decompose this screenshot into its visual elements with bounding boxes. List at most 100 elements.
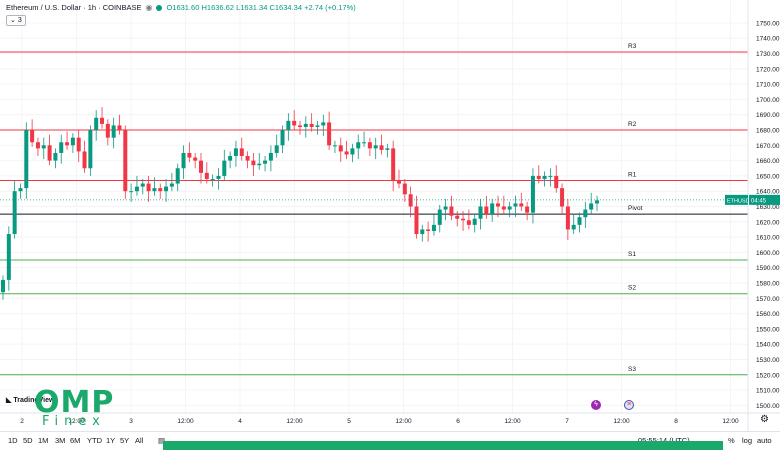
candle-body: [123, 130, 128, 192]
candle-body: [134, 186, 139, 192]
candle-body: [443, 206, 448, 210]
y-tick-label: 1570.00: [756, 296, 780, 303]
y-tick-label: 1660.00: [756, 158, 780, 165]
y-tick-label: 1740.00: [756, 36, 780, 43]
price-tag-text: 04:45: [751, 198, 767, 204]
candle-body: [391, 148, 396, 181]
promo-bar: [163, 441, 723, 450]
candle-body: [199, 160, 203, 173]
timeframe-3m[interactable]: 3M: [55, 436, 66, 445]
gear-icon[interactable]: ⚙: [760, 414, 769, 425]
timeframe-all[interactable]: All: [135, 436, 144, 445]
price-tag: [749, 194, 780, 205]
candle-body: [30, 130, 35, 143]
candle-body: [571, 224, 576, 230]
timeframe-1m[interactable]: 1M: [38, 436, 49, 445]
candle-body: [105, 123, 110, 138]
candle-body: [6, 234, 11, 280]
candle-body: [257, 163, 262, 166]
candle-body: [94, 117, 99, 131]
candle-body: [589, 203, 594, 210]
y-tick-label: 1620.00: [756, 219, 780, 226]
timeframe-1d[interactable]: 1D: [8, 436, 18, 445]
log-toggle[interactable]: log: [742, 436, 753, 445]
candle-body: [595, 200, 599, 204]
candle-body: [455, 215, 460, 219]
timeframe-6m[interactable]: 6M: [70, 436, 81, 445]
candle-body: [152, 188, 157, 192]
indicator-toggle[interactable]: ⌄ 3: [6, 15, 26, 26]
candle-body: [484, 206, 489, 215]
y-tick-label: 1500.00: [756, 403, 780, 410]
y-tick-label: 1680.00: [756, 128, 780, 135]
candle-body: [233, 148, 238, 157]
x-tick-label: 6: [456, 418, 460, 425]
flag-us-icon[interactable]: ≡: [624, 400, 634, 410]
candle-body: [501, 206, 506, 210]
candle-body: [385, 148, 390, 150]
y-tick-label: 1730.00: [756, 51, 780, 58]
auto-toggle[interactable]: auto: [757, 436, 772, 445]
percent-toggle[interactable]: %: [728, 436, 735, 445]
timeframe-5d[interactable]: 5D: [23, 436, 33, 445]
time-axis: 2 12:00 3 12:00 4 12:00 5 12:00 6 12:00 7 12:00 8 12:…: [0, 412, 780, 425]
symbol-tag: [725, 194, 748, 205]
timeframe-ytd[interactable]: YTD: [87, 436, 102, 445]
candle-body: [35, 142, 40, 149]
candle-body: [245, 156, 250, 161]
x-tick-label: 12:00: [504, 418, 521, 425]
price-axis: 1500.00 1510.00 1520.00 1530.00 1540.00 1550.…: [0, 0, 780, 431]
candle-body: [111, 125, 116, 138]
candle-body: [146, 183, 151, 192]
candle-body: [303, 123, 308, 127]
candle-body: [24, 130, 29, 189]
candle-body: [164, 186, 169, 192]
candle-body: [466, 220, 471, 225]
y-tick-label: 1550.00: [756, 326, 780, 333]
y-tick-label: 1650.00: [756, 173, 780, 180]
candle-body: [181, 152, 186, 169]
y-tick-label: 1520.00: [756, 372, 780, 379]
x-tick-label: 12:00: [286, 418, 303, 425]
level-label-s2: S2: [628, 285, 636, 292]
candle-body: [100, 117, 104, 124]
timeframe-1y[interactable]: 1Y: [106, 436, 116, 445]
x-tick-label: 12:00: [68, 418, 85, 425]
y-tick-label: 1640.00: [756, 189, 780, 196]
timeframe-5y[interactable]: 5Y: [120, 436, 130, 445]
candle-body: [513, 203, 518, 207]
y-tick-label: 1630.00: [756, 204, 780, 211]
y-tick-label: 1580.00: [756, 280, 780, 287]
candle-body: [327, 122, 332, 146]
lightning-icon[interactable]: ϟ: [591, 400, 601, 410]
y-tick-label: 1510.00: [756, 388, 780, 395]
candle-body: [53, 152, 58, 161]
candle-body: [59, 142, 64, 153]
brand-sub: Finex: [42, 414, 106, 429]
candle-body: [315, 125, 320, 127]
eye-icon[interactable]: ◉: [145, 3, 153, 12]
candle-body: [496, 203, 500, 207]
candle-body: [525, 206, 530, 213]
candle-body: [268, 152, 273, 161]
candle-body: [577, 217, 582, 225]
candle-body: [175, 168, 180, 184]
x-tick-label: 3: [129, 418, 133, 425]
candle-body: [519, 203, 524, 207]
x-tick-label: 12:00: [395, 418, 412, 425]
candle-body: [280, 130, 285, 146]
candle-body: [158, 188, 163, 192]
candle-body: [286, 120, 291, 131]
candle-body: [362, 142, 367, 144]
candle-body: [169, 183, 174, 187]
candle-body: [356, 142, 361, 149]
calendar-icon[interactable]: ▤: [158, 436, 166, 445]
x-tick-label: 2: [20, 418, 24, 425]
candle-body: [379, 145, 384, 150]
tv-logo-text: TradingView: [13, 397, 55, 404]
candle-body: [129, 191, 134, 193]
candle-body: [298, 125, 302, 127]
candle-body: [461, 218, 466, 221]
candle-body: [70, 137, 75, 146]
